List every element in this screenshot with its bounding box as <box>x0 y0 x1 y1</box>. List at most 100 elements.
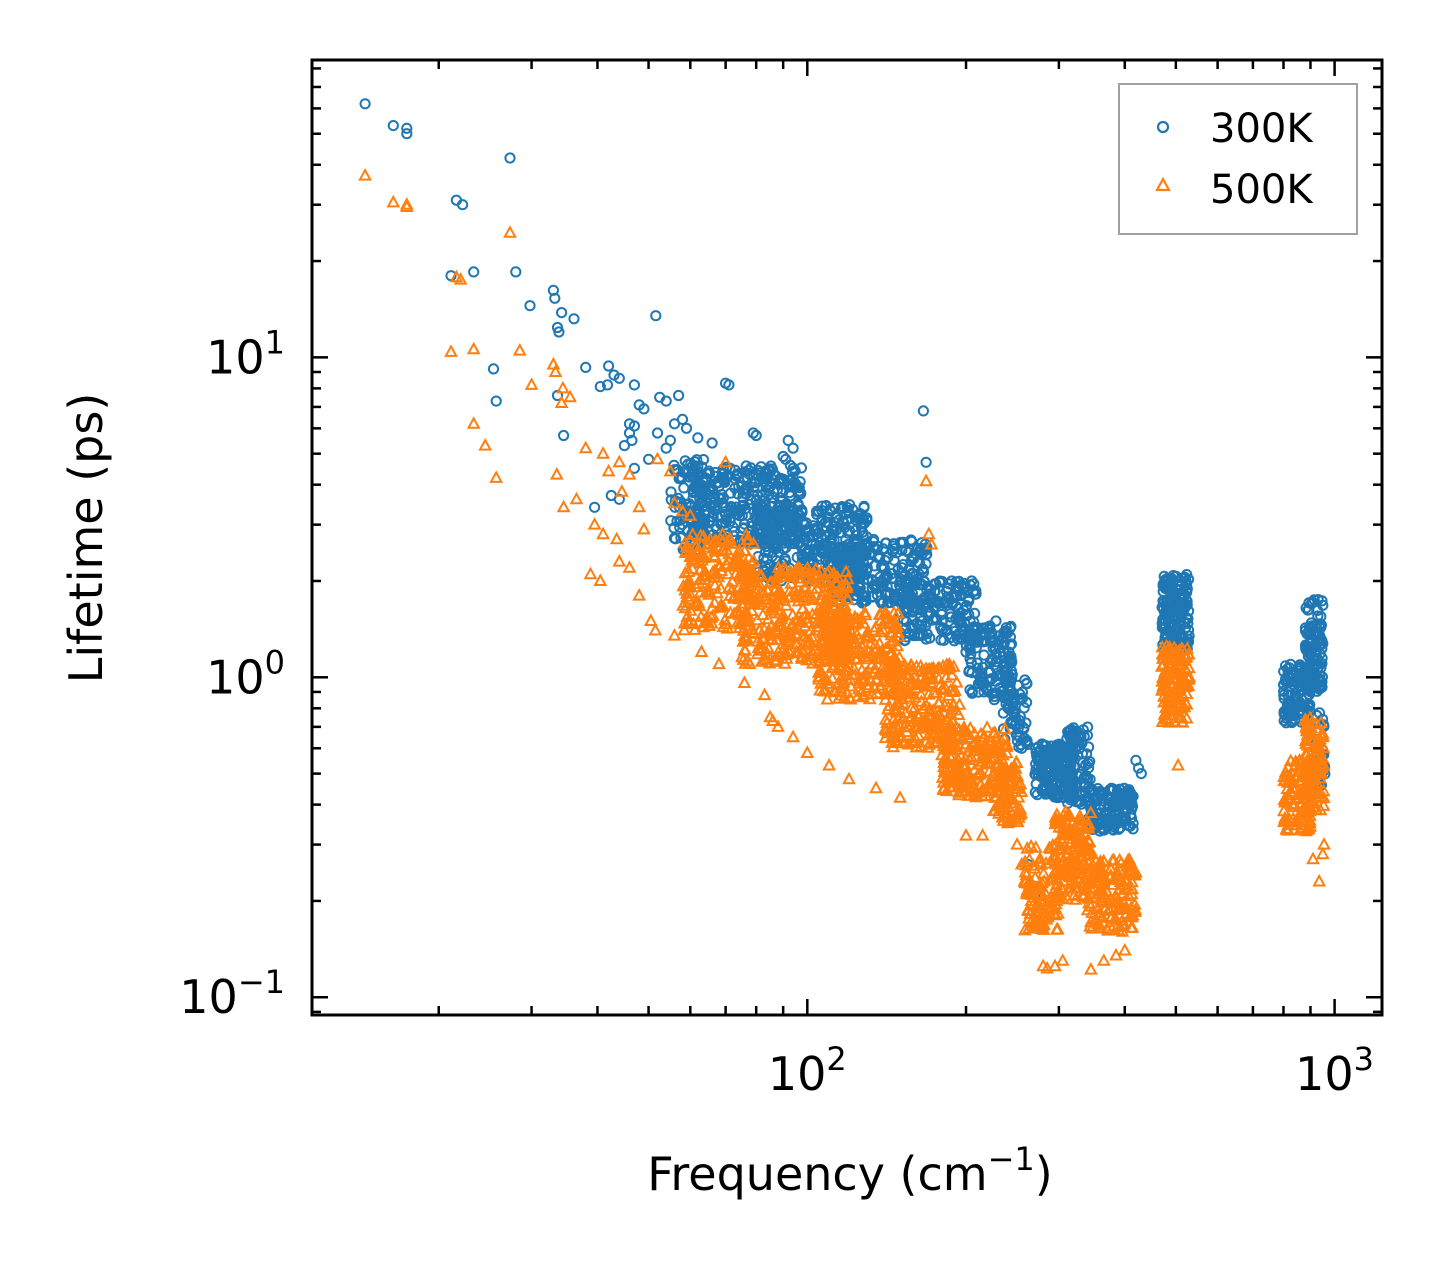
legend-label-300k: 300K <box>1210 106 1314 152</box>
point-500k-cluster-8 <box>1126 867 1141 881</box>
point-500k-cluster-1 <box>738 643 753 656</box>
point-500k-cluster-3 <box>901 736 916 750</box>
point-500k-cluster-11 <box>1315 728 1329 741</box>
point-300k-10 <box>524 300 536 312</box>
point-500k-cluster-1 <box>761 611 776 625</box>
point-500k-cluster-10 <box>1290 814 1305 828</box>
point-300k-cluster-1 <box>694 493 706 505</box>
point-500k-cluster-10 <box>1303 813 1317 826</box>
point-300k-52 <box>787 442 799 454</box>
point-300k-cluster-0 <box>674 521 686 534</box>
point-500k-cluster-3 <box>944 706 958 720</box>
point-500k-cluster-4 <box>996 737 1011 750</box>
point-500k-cluster-11 <box>1303 790 1318 803</box>
point-500k-cluster-0 <box>716 619 731 633</box>
point-500k-cluster-0 <box>709 566 723 579</box>
point-500k-cluster-11 <box>1306 775 1321 788</box>
point-500k-cluster-0 <box>712 600 727 613</box>
point-300k-cluster-12 <box>1304 668 1316 680</box>
point-500k-cluster-8 <box>1105 921 1119 935</box>
point-300k-cluster-0 <box>689 456 701 468</box>
point-500k-cluster-2 <box>852 676 867 689</box>
point-500k-cluster-3 <box>920 679 934 692</box>
point-500k-8 <box>503 225 517 238</box>
point-500k-cluster-0 <box>696 529 711 542</box>
point-500k-cluster-10 <box>1279 822 1294 836</box>
point-300k-cluster-1 <box>787 472 799 484</box>
point-300k-cluster-8 <box>1071 778 1083 790</box>
point-300k-cluster-2 <box>822 511 834 523</box>
point-300k-cluster-12 <box>1316 595 1328 607</box>
point-500k-67 <box>1014 856 1029 870</box>
point-500k-cluster-1 <box>779 563 793 576</box>
point-300k-cluster-2 <box>754 518 766 530</box>
point-500k-48 <box>718 454 733 468</box>
point-500k-cluster-1 <box>824 580 839 593</box>
point-500k-cluster-0 <box>680 609 695 622</box>
point-300k-cluster-8 <box>1070 796 1082 808</box>
y-tick-label: 100 <box>206 643 285 704</box>
point-500k-cluster-1 <box>743 587 758 600</box>
point-500k-cluster-0 <box>707 548 722 561</box>
point-300k-cluster-3 <box>868 533 880 546</box>
point-500k-cluster-2 <box>850 627 864 640</box>
point-300k-13 <box>556 307 568 319</box>
point-500k-cluster-0 <box>726 554 741 568</box>
data-marks <box>358 98 1331 975</box>
point-300k-cluster-9 <box>1119 811 1131 823</box>
point-500k-cluster-4 <box>999 739 1014 752</box>
point-300k-cluster-3 <box>857 563 869 575</box>
point-300k-cluster-7 <box>1038 751 1051 763</box>
point-500k-cluster-3 <box>878 712 893 725</box>
point-300k-9 <box>510 266 522 278</box>
point-300k-cluster-3 <box>826 557 838 569</box>
point-500k-cluster-3 <box>946 659 961 672</box>
point-500k-cluster-2 <box>891 605 905 619</box>
point-300k-cluster-1 <box>703 484 716 496</box>
point-500k-7 <box>466 341 481 355</box>
point-300k-cluster-2 <box>763 527 775 539</box>
point-500k-cluster-9 <box>1174 710 1189 724</box>
point-500k-cluster-10 <box>1286 797 1301 810</box>
point-300k-73 <box>1016 742 1028 754</box>
point-500k-cluster-8 <box>1103 870 1117 884</box>
point-500k-81 <box>1312 873 1327 887</box>
point-300k-cluster-3 <box>850 541 862 553</box>
point-300k-cluster-8 <box>1064 752 1076 765</box>
point-500k-cluster-4 <box>987 737 1002 750</box>
point-300k-cluster-3 <box>900 545 912 557</box>
point-300k-cluster-4 <box>945 611 957 623</box>
point-300k-cluster-10 <box>1176 629 1188 642</box>
point-500k-cluster-0 <box>697 569 712 582</box>
legend-label-500k: 500K <box>1210 167 1314 213</box>
point-500k-64 <box>975 828 990 841</box>
point-300k-16 <box>568 313 580 325</box>
point-300k-cluster-10 <box>1171 594 1183 606</box>
point-300k-41 <box>618 440 631 452</box>
point-300k-cluster-11 <box>1284 704 1296 716</box>
point-500k-cluster-8 <box>1093 860 1108 873</box>
point-500k-cluster-3 <box>913 658 928 672</box>
point-500k-28 <box>632 499 647 513</box>
point-500k-16 <box>556 380 570 394</box>
point-500k-cluster-6 <box>1030 882 1044 895</box>
point-300k-cluster-10 <box>1183 573 1195 585</box>
point-500k-cluster-0 <box>707 595 722 608</box>
point-300k-cluster-1 <box>724 505 737 517</box>
point-500k-cluster-10 <box>1278 772 1293 786</box>
x-axis-label: Frequency (cm−1) <box>647 1140 1052 1201</box>
point-300k-cluster-1 <box>713 492 725 504</box>
point-500k-29 <box>637 521 651 535</box>
point-500k-cluster-5 <box>987 775 1001 789</box>
point-500k-cluster-4 <box>974 726 988 740</box>
point-500k-cluster-5 <box>1001 783 1015 797</box>
point-500k-cluster-2 <box>847 617 862 630</box>
point-300k-65 <box>916 615 928 627</box>
point-300k-cluster-5 <box>998 646 1010 658</box>
point-300k-cluster-3 <box>920 549 932 561</box>
point-500k-cluster-8 <box>1082 873 1097 886</box>
point-500k-cluster-2 <box>813 653 828 666</box>
point-300k-54 <box>780 453 792 465</box>
point-300k-cluster-3 <box>918 566 930 578</box>
point-500k-cluster-1 <box>789 644 804 657</box>
